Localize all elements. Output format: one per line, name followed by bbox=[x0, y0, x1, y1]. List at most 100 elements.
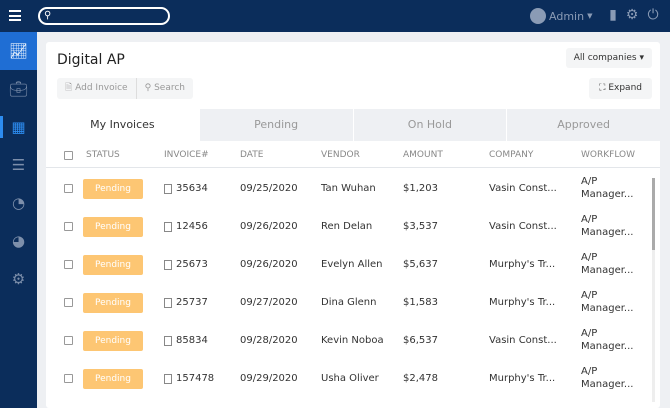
invoice-number[interactable]: 25673 bbox=[176, 259, 208, 270]
amount: $2,478 bbox=[403, 373, 438, 384]
search-icon: ⚲ bbox=[44, 10, 52, 21]
company: Vasin Const... bbox=[489, 183, 557, 194]
search-input[interactable]: ⚲ bbox=[38, 7, 170, 25]
col-workflow[interactable]: WORKFLOW bbox=[581, 150, 635, 160]
power-icon[interactable]: ⏻ bbox=[647, 7, 659, 23]
amount: $5,637 bbox=[403, 259, 438, 270]
col-status[interactable]: STATUS bbox=[86, 150, 120, 160]
table-row[interactable]: Pending 25673 09/26/2020 Evelyn Allen $5… bbox=[46, 246, 660, 284]
book-icon[interactable]: ▮ bbox=[609, 7, 617, 23]
row-checkbox[interactable] bbox=[64, 336, 73, 345]
sidebar-item-companies[interactable]: ▦ bbox=[0, 108, 37, 146]
company: Murphy's Tr... bbox=[489, 297, 556, 308]
table-row[interactable]: Pending 35634 09/25/2020 Tan Wuhan $1,20… bbox=[46, 170, 660, 208]
select-all-checkbox[interactable] bbox=[64, 151, 73, 160]
invoice-date: 09/28/2020 bbox=[240, 335, 298, 346]
workflow-line2: Manager... bbox=[581, 341, 634, 352]
invoice-date: 09/29/2020 bbox=[240, 373, 298, 384]
workflow-line1: A/P bbox=[581, 214, 598, 225]
vendor: Tan Wuhan bbox=[321, 183, 376, 194]
table-row[interactable]: Pending 85834 09/28/2020 Kevin Noboa $6,… bbox=[46, 322, 660, 360]
chevron-down-icon: ▾ bbox=[639, 53, 644, 63]
document-icon: 🗎︎ bbox=[65, 83, 73, 93]
workflow-line1: A/P bbox=[581, 290, 598, 301]
sidebar-item-dashboard[interactable]: 📈︎ bbox=[0, 32, 37, 70]
search-icon: ⚲ bbox=[144, 83, 152, 93]
table-header: STATUS INVOICE# DATE VENDOR AMOUNT COMPA… bbox=[46, 142, 660, 168]
workflow-line2: Manager... bbox=[581, 227, 634, 238]
workflow-line2: Manager... bbox=[581, 189, 634, 200]
search-label: Search bbox=[154, 83, 185, 93]
workflow-line1: A/P bbox=[581, 328, 598, 339]
invoice-number[interactable]: 12456 bbox=[176, 221, 208, 232]
gear-icon[interactable]: ⚙ bbox=[625, 7, 639, 23]
tab-my-invoices[interactable]: My Invoices bbox=[46, 109, 199, 141]
workflow-line2: Manager... bbox=[581, 379, 634, 390]
row-checkbox[interactable] bbox=[64, 374, 73, 383]
pdf-icon bbox=[164, 260, 172, 270]
chart-icon: 📈︎ bbox=[8, 42, 29, 60]
invoice-number[interactable]: 25737 bbox=[176, 297, 208, 308]
status-badge: Pending bbox=[83, 217, 143, 237]
tab-pending[interactable]: Pending bbox=[198, 109, 353, 141]
pdf-icon bbox=[164, 222, 172, 232]
sidebar-item-tasks[interactable]: ☰ bbox=[0, 146, 37, 184]
pdf-icon bbox=[164, 298, 172, 308]
scrollbar-thumb[interactable] bbox=[652, 178, 655, 250]
company-filter-dropdown[interactable]: All companies ▾ bbox=[565, 48, 652, 68]
add-invoice-button[interactable]: 🗎︎ Add Invoice bbox=[57, 78, 136, 99]
expand-icon: ⛶ bbox=[599, 83, 606, 93]
vendor: Evelyn Allen bbox=[321, 259, 383, 270]
workflow: A/P Manager... bbox=[581, 289, 633, 315]
row-checkbox[interactable] bbox=[64, 184, 73, 193]
sidebar: 📈︎ 💼︎ ▦ ☰ ◔ ◕ ⚙ bbox=[0, 32, 37, 408]
amount: $1,203 bbox=[403, 183, 438, 194]
workflow: A/P Manager... bbox=[581, 251, 633, 277]
row-checkbox[interactable] bbox=[64, 260, 73, 269]
sidebar-item-briefcase[interactable]: 💼︎ bbox=[0, 70, 37, 108]
col-date[interactable]: DATE bbox=[240, 150, 264, 160]
search-button[interactable]: ⚲ Search bbox=[135, 78, 193, 99]
sidebar-item-gauge[interactable]: ◔ bbox=[0, 184, 37, 222]
pie-chart-icon: ◕ bbox=[11, 232, 26, 250]
invoice-number[interactable]: 35634 bbox=[176, 183, 208, 194]
workflow: A/P Manager... bbox=[581, 175, 633, 201]
col-amount[interactable]: AMOUNT bbox=[403, 150, 443, 160]
row-checkbox[interactable] bbox=[64, 222, 73, 231]
vendor: Usha Oliver bbox=[321, 373, 379, 384]
amount: $6,537 bbox=[403, 335, 438, 346]
expand-button[interactable]: ⛶ Expand bbox=[589, 78, 652, 99]
vendor: Ren Delan bbox=[321, 221, 373, 232]
col-vendor[interactable]: VENDOR bbox=[321, 150, 360, 160]
building-icon: ▦ bbox=[11, 118, 26, 136]
col-invoice[interactable]: INVOICE# bbox=[164, 150, 209, 160]
tab-approved[interactable]: Approved bbox=[506, 109, 660, 141]
user-menu[interactable]: Admin ▼ bbox=[530, 8, 592, 24]
invoice-number[interactable]: 157478 bbox=[176, 373, 215, 384]
workflow-line1: A/P bbox=[581, 366, 598, 377]
status-badge: Pending bbox=[83, 293, 143, 313]
action-buttons: 🗎︎ Add Invoice ⚲ Search bbox=[57, 78, 193, 99]
table-row[interactable]: Pending 157478 09/29/2020 Usha Oliver $2… bbox=[46, 360, 660, 398]
row-checkbox[interactable] bbox=[64, 298, 73, 307]
scrollbar[interactable] bbox=[652, 178, 655, 402]
vendor: Kevin Noboa bbox=[321, 335, 384, 346]
sidebar-item-reports[interactable]: ◕ bbox=[0, 222, 37, 260]
top-bar: ⚲ Admin ▼ ▮ ⚙ ⏻ bbox=[0, 0, 670, 32]
table-row[interactable]: Pending 25737 09/27/2020 Dina Glenn $1,5… bbox=[46, 284, 660, 322]
invoice-number[interactable]: 85834 bbox=[176, 335, 208, 346]
page-title: Digital AP bbox=[57, 52, 125, 68]
tab-on-hold[interactable]: On Hold bbox=[352, 109, 507, 141]
company: Murphy's Tr... bbox=[489, 259, 556, 270]
company-filter-label: All companies bbox=[573, 53, 637, 63]
sidebar-item-settings[interactable]: ⚙ bbox=[0, 260, 37, 298]
table-row[interactable]: Pending 12456 09/26/2020 Ren Delan $3,53… bbox=[46, 208, 660, 246]
menu-icon[interactable] bbox=[9, 10, 21, 21]
workflow: A/P Manager... bbox=[581, 213, 633, 239]
amount: $1,583 bbox=[403, 297, 438, 308]
pdf-icon bbox=[164, 336, 172, 346]
col-company[interactable]: COMPANY bbox=[489, 150, 534, 160]
pdf-icon bbox=[164, 184, 172, 194]
main-content: Digital AP All companies ▾ 🗎︎ Add Invoic… bbox=[37, 32, 670, 408]
invoice-card: Digital AP All companies ▾ 🗎︎ Add Invoic… bbox=[46, 42, 660, 408]
